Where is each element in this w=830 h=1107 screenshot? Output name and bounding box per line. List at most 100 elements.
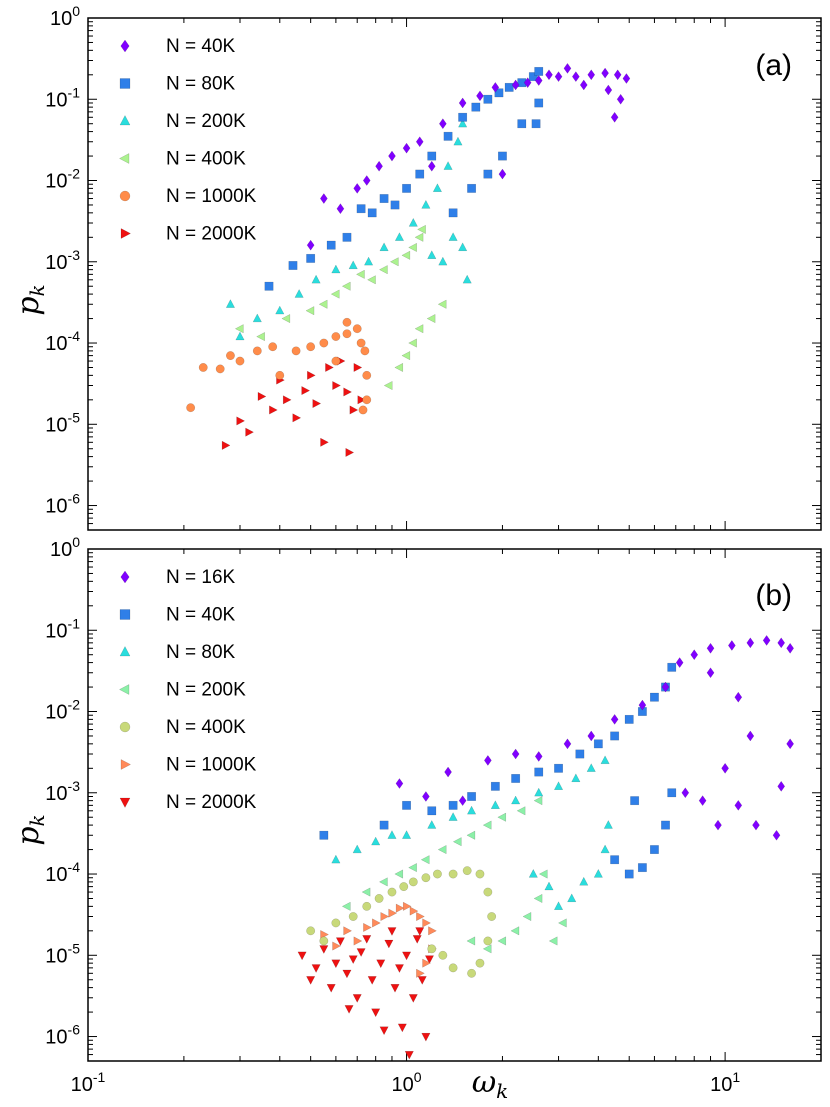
data-point [387, 830, 397, 839]
data-point [475, 958, 485, 968]
data-point [420, 855, 430, 865]
data-point [777, 637, 786, 649]
data-point [388, 150, 396, 162]
data-point [554, 781, 564, 790]
panel-b-ticks [87, 548, 822, 1062]
legend-label: N = 2000K [166, 224, 257, 245]
data-point [236, 416, 246, 426]
data-point [353, 362, 363, 373]
data-point [511, 79, 520, 91]
data-point [538, 869, 548, 879]
data-point [311, 274, 321, 284]
data-point [572, 71, 580, 82]
series-n-16k [395, 635, 794, 841]
panel-a: 100 10-1 10-2 10-3 10-4 10-5 10-6 N = 40K N = 8… [11, 3, 822, 531]
panel-b-y-tick-labels: 100 10-1 10-2 10-3 10-4 10-5 10-6 [45, 534, 80, 1049]
data-point [437, 845, 447, 855]
data-point [395, 903, 405, 913]
data-point [372, 918, 381, 928]
data-point [306, 254, 316, 263]
data-point [426, 314, 436, 324]
y-tick-label: 10-1 [45, 84, 80, 111]
data-point [379, 194, 389, 203]
data-point [371, 836, 381, 846]
y-tick-label: 10-1 [45, 615, 80, 642]
data-point [390, 984, 400, 993]
data-point [390, 200, 400, 210]
data-point [579, 79, 588, 91]
data-point [401, 250, 411, 260]
data-point [603, 820, 613, 829]
data-point [471, 102, 481, 112]
data-point [667, 662, 677, 672]
data-point [367, 976, 377, 985]
data-point [331, 918, 341, 928]
y-tick-label: 10-2 [45, 166, 80, 193]
legend-label: N = 40K [166, 36, 236, 57]
panel-b: 100 10-1 10-2 10-3 10-4 10-5 10-6 10-1 100 101 N… [11, 534, 822, 1103]
panel-b-legend: N = 16K N = 40K N = 80K N = 200K N = 400K N =… [119, 567, 257, 813]
data-point [448, 869, 458, 879]
data-point [318, 299, 328, 309]
data-point [475, 869, 485, 879]
data-point [367, 208, 377, 218]
data-point [690, 649, 699, 661]
data-point [427, 944, 437, 954]
data-point [466, 830, 476, 840]
data-point [331, 959, 341, 969]
data-point [362, 935, 372, 944]
data-point [408, 877, 418, 887]
data-point [252, 346, 262, 356]
legend-marker [120, 759, 131, 770]
data-point [371, 1008, 381, 1018]
data-point [356, 948, 366, 957]
data-point [402, 830, 412, 839]
data-point [575, 749, 585, 759]
legend-marker [119, 609, 131, 620]
data-point [331, 356, 341, 366]
data-point [408, 217, 418, 227]
data-point [427, 820, 437, 829]
data-point [352, 844, 362, 854]
data-point [275, 305, 285, 315]
data-point [444, 766, 452, 778]
data-point [379, 1026, 389, 1036]
data-point [610, 855, 620, 865]
data-point [531, 119, 541, 129]
series-n-400k [234, 224, 447, 391]
data-point [281, 314, 291, 324]
data-point [706, 667, 715, 679]
data-point [319, 338, 329, 348]
data-point [571, 773, 581, 783]
data-point [600, 844, 610, 854]
data-point [312, 399, 322, 409]
legend-label: N = 80K [166, 74, 236, 95]
data-point [186, 403, 196, 413]
data-point [215, 364, 225, 374]
series-n-80k [264, 67, 544, 291]
data-point [458, 118, 468, 128]
legend-marker [119, 190, 131, 202]
data-point [379, 242, 389, 252]
data-point [416, 968, 425, 978]
legend-item: N = 40K [120, 36, 236, 57]
series-n-2000k [221, 356, 367, 457]
data-point [661, 820, 670, 830]
legend-marker [119, 721, 131, 733]
panel-b-y-axis-label: pk [11, 814, 49, 845]
data-point [353, 183, 362, 194]
y-tick-label: 10-5 [45, 940, 80, 967]
data-point [467, 968, 476, 978]
data-point [306, 342, 316, 352]
data-point [467, 792, 476, 801]
data-point [777, 780, 786, 792]
legend-label: N = 2000K [166, 792, 257, 813]
data-point [476, 90, 484, 102]
data-point [638, 699, 647, 711]
legend-label: N = 40K [166, 605, 236, 626]
data-point [427, 806, 437, 816]
data-point [343, 926, 353, 936]
y-tick-label: 10-6 [45, 1022, 80, 1049]
data-point [637, 863, 647, 872]
legend-item: N = 2000K [120, 224, 257, 245]
